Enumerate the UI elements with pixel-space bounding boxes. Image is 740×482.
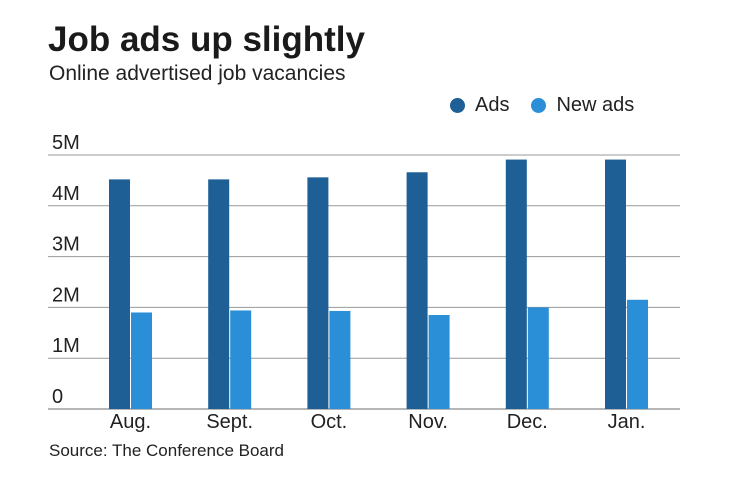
x-tick-label: Sept.	[206, 411, 253, 433]
y-tick-label: 4M	[52, 183, 80, 205]
legend-item-new-ads: New ads	[531, 94, 634, 117]
bar-new-ads	[428, 315, 450, 409]
bar-ads	[605, 159, 626, 409]
chart-title: Job ads up slightly	[48, 20, 365, 59]
source-note: Source: The Conference Board	[49, 441, 284, 460]
y-tick-label: 1M	[52, 335, 80, 357]
bar-new-ads	[527, 307, 549, 409]
legend-item-ads: Ads	[450, 94, 509, 117]
x-tick-label: Aug.	[110, 411, 151, 433]
bar-new-ads	[131, 312, 152, 409]
bar-new-ads	[230, 310, 252, 409]
bar-ads	[109, 179, 130, 409]
bar-new-ads	[627, 299, 648, 409]
y-tick-label: 5M	[52, 132, 80, 154]
bar-ads	[307, 177, 329, 409]
y-tick-label: 0	[52, 386, 63, 408]
bar-new-ads	[329, 310, 351, 409]
bar-ads	[505, 159, 527, 409]
legend-swatch-new-ads	[531, 98, 547, 113]
x-tick-label: Dec.	[507, 411, 548, 433]
legend-label-new-ads: New ads	[556, 94, 635, 116]
legend-label-ads: Ads	[475, 94, 510, 116]
bar-ads	[406, 172, 428, 409]
y-tick-label: 3M	[52, 234, 80, 256]
bar-ads	[208, 179, 230, 409]
y-tick-label: 2M	[52, 284, 80, 306]
x-tick-label: Oct.	[311, 411, 348, 433]
legend: Ads New ads	[450, 94, 656, 117]
legend-swatch-ads	[450, 98, 465, 113]
chart-subtitle: Online advertised job vacancies	[49, 62, 346, 85]
x-tick-label: Jan.	[608, 411, 646, 433]
x-tick-label: Nov.	[408, 411, 448, 433]
